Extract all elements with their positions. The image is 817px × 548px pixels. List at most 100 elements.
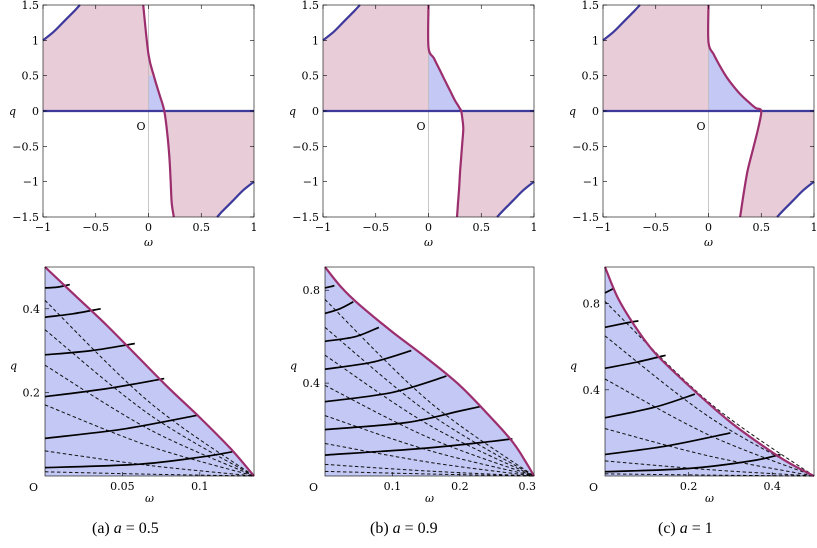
curve-magenta-boundary bbox=[603, 266, 815, 477]
curve-blue-lower bbox=[496, 180, 535, 218]
fill-layer bbox=[43, 5, 814, 476]
frame-layer bbox=[42, 4, 815, 477]
x-axis-label: ω bbox=[145, 492, 154, 505]
x-tick-label: −0.5 bbox=[642, 221, 669, 234]
y-tick-label: −0.5 bbox=[12, 140, 39, 153]
caption-b: (b) a = 0.9 bbox=[370, 520, 438, 538]
solid-curve bbox=[44, 414, 197, 440]
dashed-ray bbox=[44, 404, 255, 477]
y-tick-label: 0.4 bbox=[303, 377, 321, 390]
region-blue bbox=[325, 267, 534, 476]
x-axis-label: ω bbox=[704, 236, 713, 249]
y-tick-label: −1 bbox=[583, 176, 599, 189]
solid-curve bbox=[604, 287, 614, 294]
y-axis-label: q bbox=[570, 360, 577, 373]
origin-label: O bbox=[137, 120, 146, 133]
dashed-ray bbox=[604, 378, 815, 477]
dashed-ray bbox=[324, 463, 535, 477]
y-axis-label: q bbox=[9, 105, 16, 118]
caption-value: = 1 bbox=[691, 520, 713, 537]
region-blue bbox=[148, 75, 165, 111]
y-tick-label: −1.5 bbox=[12, 211, 39, 224]
x-axis-label: ω bbox=[424, 236, 433, 249]
solid-curve bbox=[44, 450, 233, 469]
y-tick-label: 0.5 bbox=[302, 70, 320, 83]
x-tick-label: 0.1 bbox=[191, 480, 209, 493]
dashed-ray bbox=[324, 443, 535, 477]
dashed-ray bbox=[324, 299, 535, 477]
caption-a: (a) a = 0.5 bbox=[92, 520, 159, 538]
x-tick-label: 0 bbox=[705, 221, 712, 234]
x-tick-label: 0.4 bbox=[763, 480, 781, 493]
origin-label: O bbox=[309, 481, 318, 494]
region-pink-upper bbox=[323, 5, 462, 111]
x-tick-label: 0.3 bbox=[519, 480, 537, 493]
solid-curve bbox=[44, 377, 165, 398]
caption-c: (c) a = 1 bbox=[658, 520, 713, 538]
dashed-ray bbox=[604, 473, 815, 477]
solid-curve bbox=[324, 326, 380, 343]
region-blue bbox=[605, 267, 814, 476]
dashed-ray bbox=[604, 428, 815, 477]
dashed-ray bbox=[324, 327, 535, 477]
plot-frame bbox=[604, 266, 815, 477]
y-tick-label: 0.5 bbox=[22, 70, 40, 83]
y-tick-label: 1.5 bbox=[22, 0, 40, 12]
y-tick-label: 0 bbox=[592, 105, 599, 118]
x-tick-label: 1 bbox=[811, 221, 817, 234]
solid-curve bbox=[324, 349, 412, 371]
x-axis-label: ω bbox=[144, 236, 153, 249]
x-tick-label: −1 bbox=[595, 221, 611, 234]
caption-value: = 0.9 bbox=[404, 520, 438, 537]
dashed-ray bbox=[44, 450, 255, 477]
y-tick-label: 1.5 bbox=[582, 0, 600, 12]
solid-curve bbox=[604, 320, 639, 329]
x-tick-label: 0.1 bbox=[384, 480, 402, 493]
y-tick-label: 0.5 bbox=[582, 70, 600, 83]
y-tick-label: 1.5 bbox=[302, 0, 320, 12]
solid-curve bbox=[604, 432, 731, 456]
region-pink-lower bbox=[740, 111, 814, 217]
curve-magenta-boundary bbox=[427, 4, 465, 218]
y-tick-label: −1 bbox=[23, 176, 39, 189]
caption-prefix: (c) bbox=[658, 520, 676, 537]
x-axis-label: ω bbox=[425, 492, 434, 505]
dashed-ray bbox=[44, 300, 255, 477]
x-tick-label: 1 bbox=[251, 221, 258, 234]
solid-curve bbox=[324, 437, 513, 456]
y-axis-label: q bbox=[290, 360, 297, 373]
y-tick-label: −1.5 bbox=[292, 211, 319, 224]
origin-label: O bbox=[29, 481, 38, 494]
caption-value: = 0.5 bbox=[125, 520, 159, 537]
y-axis-label: q bbox=[569, 105, 576, 118]
caption-variable: a bbox=[679, 520, 688, 537]
plot-frame bbox=[324, 266, 535, 477]
x-tick-label: 0 bbox=[145, 221, 152, 234]
plot-frame bbox=[44, 266, 255, 477]
origin-label: O bbox=[417, 120, 426, 133]
x-tick-label: 0.05 bbox=[110, 480, 135, 493]
y-tick-label: 0.4 bbox=[23, 303, 41, 316]
x-axis-label: ω bbox=[705, 492, 714, 505]
y-tick-label: 1 bbox=[32, 34, 39, 47]
solid-curve bbox=[324, 284, 335, 289]
y-axis-label: q bbox=[10, 360, 17, 373]
y-tick-label: −0.5 bbox=[292, 140, 319, 153]
solid-curve bbox=[324, 375, 447, 403]
curve-magenta-boundary bbox=[707, 4, 763, 218]
caption-prefix: (b) bbox=[370, 520, 389, 537]
x-tick-label: 0.5 bbox=[193, 221, 211, 234]
region-pink-lower bbox=[164, 111, 254, 217]
caption-variable: a bbox=[392, 520, 401, 537]
x-tick-label: −1 bbox=[315, 221, 331, 234]
origin-label: O bbox=[589, 481, 598, 494]
solid-curve bbox=[604, 393, 696, 419]
line-layer bbox=[42, 4, 815, 477]
x-tick-label: 0.2 bbox=[451, 480, 469, 493]
caption-prefix: (a) bbox=[92, 520, 110, 537]
curve-magenta-boundary bbox=[324, 266, 535, 477]
solid-curve bbox=[324, 301, 354, 315]
y-tick-label: 1 bbox=[312, 34, 319, 47]
y-tick-label: −1.5 bbox=[572, 211, 599, 224]
